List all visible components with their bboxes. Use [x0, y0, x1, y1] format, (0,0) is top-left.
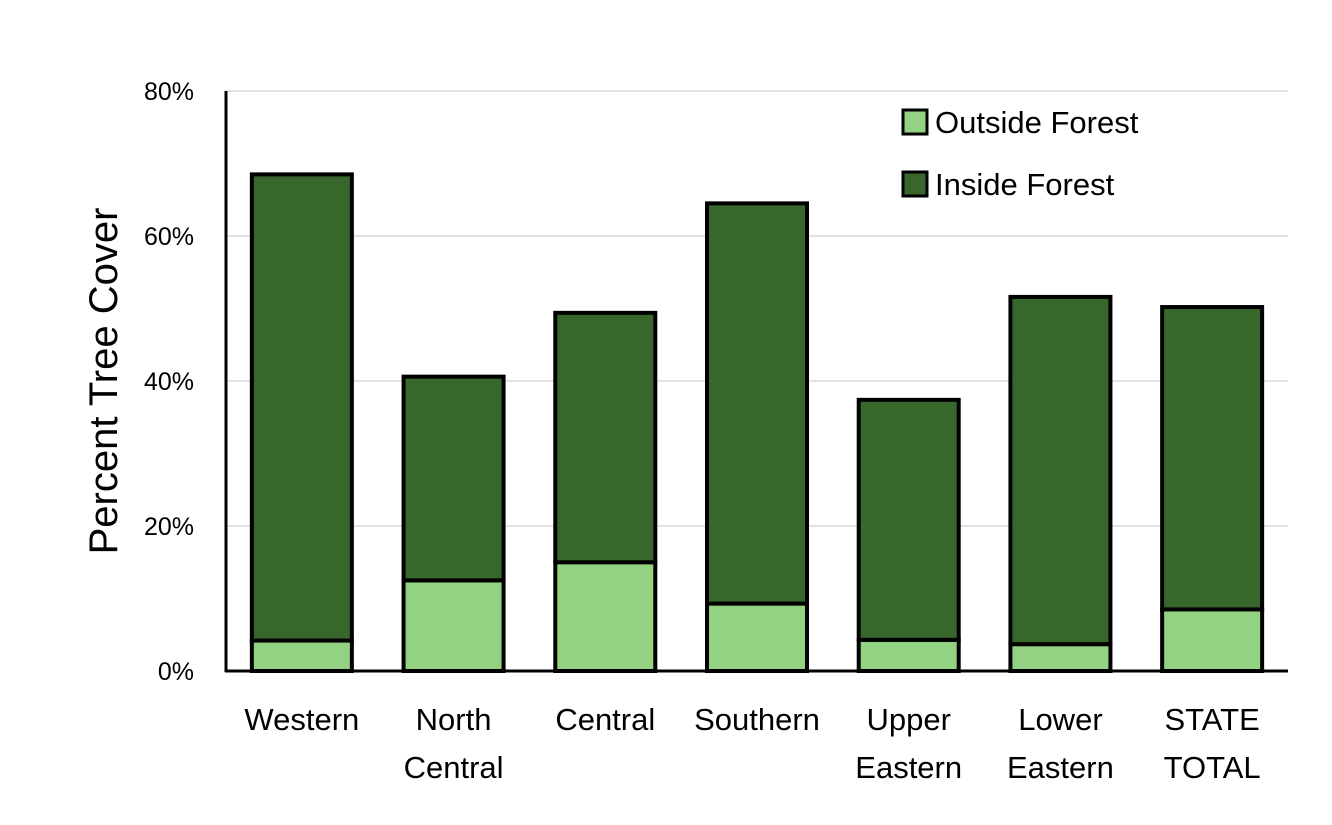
bar-segment-outside-forest	[856, 637, 961, 674]
y-tick-labels: 0% 20% 40% 60% 80%	[144, 78, 194, 686]
x-category-label: Southern	[694, 702, 820, 737]
y-tick-label: 80%	[144, 78, 194, 106]
bars	[249, 172, 1265, 674]
x-category-label: Western	[244, 702, 359, 737]
legend-swatch	[901, 170, 929, 198]
bar-segment-inside-forest	[705, 201, 809, 606]
x-category-label: Central	[404, 750, 504, 785]
bar-segment-outside-forest	[401, 578, 506, 673]
bar-segment-inside-forest	[1160, 305, 1265, 612]
x-category-label: Eastern	[1007, 750, 1114, 785]
bar-segment-inside-forest	[553, 310, 658, 565]
bar-segment-inside-forest	[401, 374, 506, 583]
bar-segment-inside-forest	[1008, 294, 1113, 647]
y-tick-label: 20%	[144, 513, 194, 541]
y-tick-label: 0%	[158, 658, 194, 686]
legend: Outside Forest Inside Forest	[901, 105, 1139, 202]
x-category-label: Eastern	[855, 750, 962, 785]
x-category-label: Upper	[866, 702, 950, 737]
x-category-label: Central	[555, 702, 655, 737]
legend-swatch	[901, 108, 929, 136]
legend-label: Outside Forest	[935, 105, 1139, 140]
y-tick-label: 60%	[144, 223, 194, 251]
bar-segment-outside-forest	[553, 560, 658, 673]
bar-segment-outside-forest	[249, 638, 354, 673]
x-category-label: TOTAL	[1164, 750, 1261, 785]
y-axis-title: Percent Tree Cover	[82, 208, 126, 555]
x-category-labels: Western North Central Central Southern Upper E…	[244, 702, 1260, 785]
bar-segment-outside-forest	[1160, 607, 1265, 673]
x-category-label: STATE	[1164, 702, 1259, 737]
y-tick-label: 40%	[144, 368, 194, 396]
legend-label: Inside Forest	[935, 167, 1115, 202]
axes	[224, 91, 1288, 673]
bar-segment-inside-forest	[249, 172, 354, 643]
x-category-label: North	[416, 702, 492, 737]
x-category-label: Lower	[1018, 702, 1102, 737]
bar-segment-outside-forest	[1008, 642, 1113, 673]
bar-segment-inside-forest	[856, 397, 961, 642]
bar-segment-outside-forest	[705, 601, 809, 674]
